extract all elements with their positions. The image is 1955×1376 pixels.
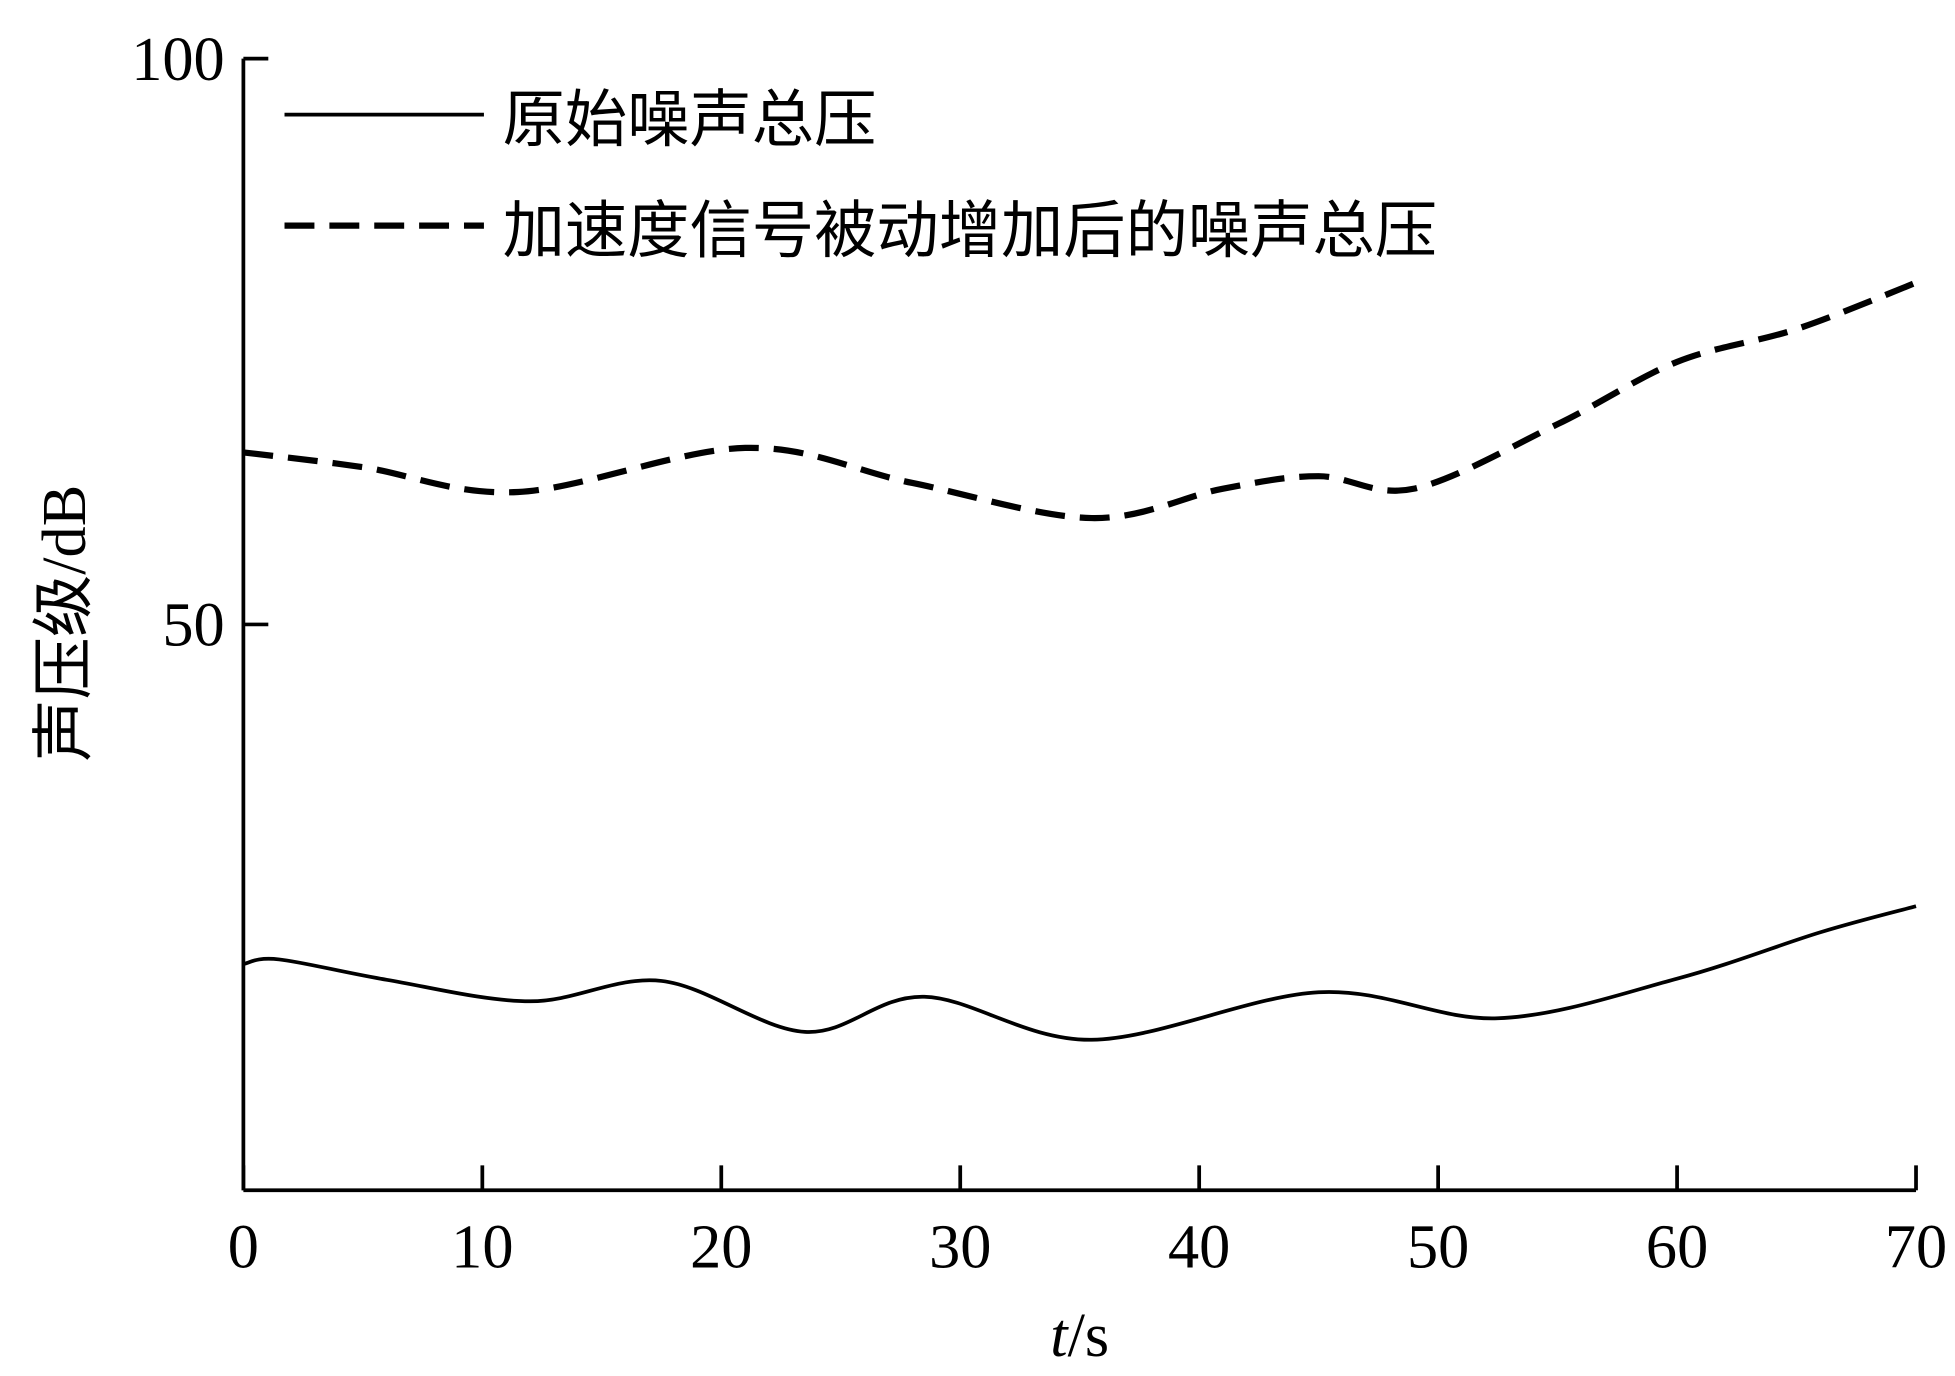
x-tick-label: 0	[228, 1213, 259, 1282]
x-tick-label: 50	[1407, 1213, 1469, 1282]
axes: 0 10 20 30 40 50 60 70 50 100	[131, 25, 1947, 1282]
series-line-1	[243, 279, 1918, 522]
x-tick-label: 10	[451, 1213, 513, 1282]
x-axis-label-unit: /s	[1068, 1301, 1110, 1370]
x-tick-label: 70	[1885, 1213, 1947, 1282]
legend-label-1: 加速度信号被动增加后的噪声总压	[503, 197, 1437, 266]
legend: 原始噪声总压 加速度信号被动增加后的噪声总压	[284, 86, 1437, 266]
y-tick-label: 100	[131, 25, 224, 94]
legend-label-0: 原始噪声总压	[503, 86, 877, 155]
x-tick-label: 20	[690, 1213, 752, 1282]
x-tick-label: 40	[1168, 1213, 1230, 1282]
x-tick-label: 30	[929, 1213, 991, 1282]
y-tick-label: 50	[162, 591, 224, 660]
y-axis-label: 声压级/dB	[30, 485, 99, 762]
series-line-0	[242, 904, 1917, 1042]
x-axis-label: t/s	[1050, 1301, 1109, 1370]
x-axis-label-var: t	[1050, 1301, 1069, 1370]
series-lines	[242, 279, 1918, 1042]
x-tick-label: 60	[1646, 1213, 1708, 1282]
